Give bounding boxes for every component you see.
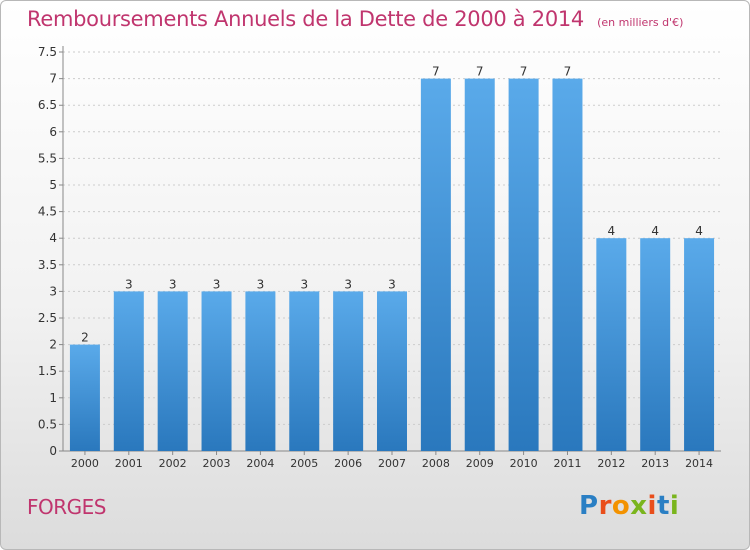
logo-letter: i — [669, 491, 680, 521]
y-tick-label: 4 — [49, 231, 57, 245]
logo-letter: P — [579, 491, 599, 521]
y-tick-label: 1.5 — [38, 364, 57, 378]
y-tick-label: 7.5 — [38, 45, 57, 59]
x-tick-label: 2003 — [203, 457, 231, 470]
logo-letter: i — [647, 491, 657, 521]
bar — [333, 291, 364, 451]
logo-letter: t — [656, 491, 670, 521]
bar — [69, 344, 100, 451]
x-tick-label: 2000 — [71, 457, 99, 470]
y-tick-label: 0 — [49, 444, 57, 458]
bar — [684, 238, 715, 451]
x-tick-label: 2005 — [290, 457, 318, 470]
data-label: 7 — [520, 65, 528, 79]
x-tick-label: 2012 — [597, 457, 625, 470]
bar — [464, 78, 495, 451]
logo-letter: x — [630, 491, 648, 521]
data-label: 3 — [257, 277, 265, 291]
data-label: 4 — [695, 224, 703, 238]
bar — [201, 291, 232, 451]
x-tick-label: 2014 — [685, 457, 713, 470]
data-label: 7 — [476, 65, 484, 79]
y-tick-label: 2.5 — [38, 311, 57, 325]
y-tick-label: 1 — [49, 391, 57, 405]
chart-title: Remboursements Annuels de la Dette de 20… — [27, 7, 584, 31]
y-tick-label: 4.5 — [38, 205, 57, 219]
chart-unit: (en milliers d'€) — [597, 16, 684, 29]
y-tick-label: 0.5 — [38, 417, 57, 431]
data-label: 4 — [608, 224, 616, 238]
bar — [113, 291, 144, 451]
x-tick-label: 2008 — [422, 457, 450, 470]
x-tick-label: 2011 — [553, 457, 581, 470]
x-tick-label: 2013 — [641, 457, 669, 470]
y-tick-label: 3.5 — [38, 258, 57, 272]
bar — [377, 291, 407, 451]
bar — [157, 291, 188, 451]
bar — [596, 238, 627, 451]
data-label: 3 — [344, 277, 352, 291]
y-tick-label: 3 — [49, 284, 57, 298]
logo-letter: r — [598, 491, 612, 521]
data-label: 3 — [125, 277, 133, 291]
data-label: 3 — [300, 277, 308, 291]
place-name: FORGES — [27, 495, 106, 519]
bar — [508, 78, 539, 451]
y-tick-label: 2 — [49, 338, 57, 352]
data-label: 3 — [213, 277, 221, 291]
y-tick-label: 6 — [49, 125, 57, 139]
data-label: 3 — [388, 277, 396, 291]
x-tick-label: 2004 — [246, 457, 274, 470]
data-label: 4 — [651, 224, 659, 238]
x-tick-label: 2007 — [378, 457, 406, 470]
x-tick-label: 2006 — [334, 457, 362, 470]
data-label: 7 — [432, 65, 440, 79]
bar — [245, 291, 276, 451]
data-label: 2 — [81, 331, 89, 345]
y-tick-label: 5 — [49, 178, 57, 192]
data-label: 7 — [564, 65, 572, 79]
y-tick-label: 5.5 — [38, 151, 57, 165]
bar — [289, 291, 320, 451]
x-tick-label: 2010 — [510, 457, 538, 470]
bar — [552, 78, 583, 451]
y-tick-label: 7 — [49, 72, 57, 86]
proxiti-logo: Proxiti — [579, 491, 679, 521]
bar — [640, 238, 671, 451]
chart-title-row: Remboursements Annuels de la Dette de 20… — [27, 7, 683, 31]
x-tick-label: 2002 — [159, 457, 187, 470]
y-tick-label: 6.5 — [38, 98, 57, 112]
bar — [420, 78, 451, 451]
x-tick-label: 2009 — [466, 457, 494, 470]
logo-letter: o — [611, 491, 631, 521]
data-label: 3 — [169, 277, 177, 291]
x-tick-label: 2001 — [115, 457, 143, 470]
